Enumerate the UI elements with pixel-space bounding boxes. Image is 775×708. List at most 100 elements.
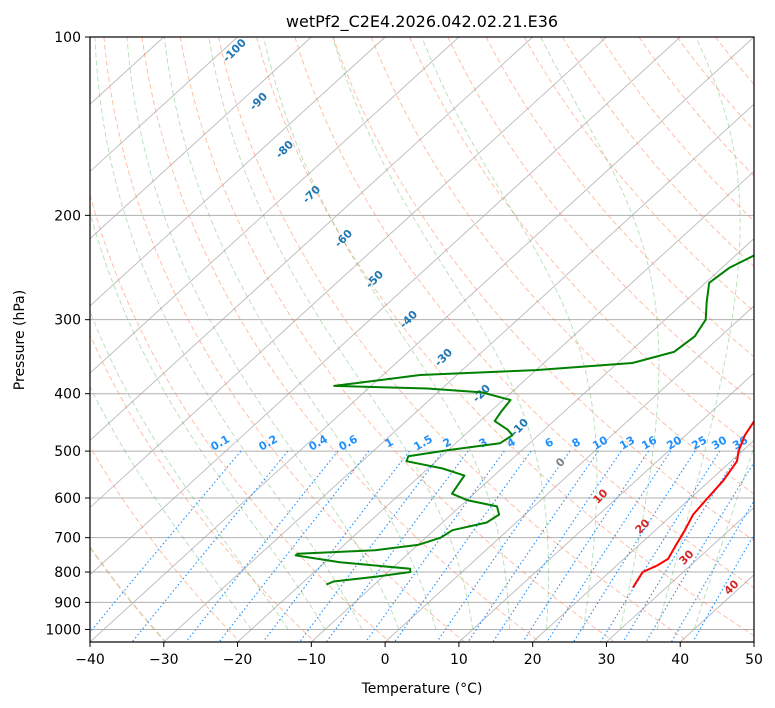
mixing-ratio-line — [131, 450, 289, 642]
mixing-ratio-label: 36 — [730, 433, 750, 452]
dry-adiabat-line — [332, 37, 754, 542]
x-tick-label: −40 — [75, 652, 105, 668]
dry-adiabat-line — [485, 37, 754, 358]
mixing-ratio-line — [645, 461, 754, 642]
isotherm-line — [237, 170, 754, 642]
chart-title: wetPf2_C2E4.2026.042.02.21.E36 — [286, 12, 558, 32]
isotherm-line — [90, 37, 681, 576]
mixing-ratio-line — [436, 450, 571, 642]
dry-adiabat-label: 20 — [633, 516, 653, 536]
mixing-ratio-label: 20 — [664, 433, 684, 452]
y-axis-label: Pressure (hPa) — [12, 290, 28, 390]
dry-adiabat-line — [256, 37, 754, 637]
isotherm-label: -80 — [273, 138, 296, 161]
mixing-ratio-line — [546, 450, 672, 642]
y-tick-label: 700 — [54, 531, 81, 547]
isotherm-label: -100 — [220, 36, 249, 65]
y-tick-label: 400 — [54, 387, 81, 403]
y-tick-label: 200 — [54, 208, 81, 224]
mixing-ratio-line — [365, 450, 505, 642]
dewpoint-line — [294, 254, 754, 586]
isotherm-line — [384, 305, 754, 642]
x-axis-label: Temperature (°C) — [361, 681, 483, 697]
mixing-ratio-label: 0.1 — [209, 432, 232, 453]
mixing-ratio-line — [90, 450, 242, 633]
mixing-ratio-line — [492, 450, 622, 642]
y-tick-label: 600 — [54, 491, 81, 507]
mixing-ratio-label: 0.6 — [337, 432, 361, 453]
moist-adiabat-line — [90, 210, 326, 630]
mixing-ratio-label: 16 — [639, 433, 659, 452]
dry-adiabat-line — [447, 37, 754, 403]
x-tick-label: 20 — [524, 652, 542, 668]
isotherm-line — [90, 37, 607, 509]
x-tick-label: 50 — [745, 652, 763, 668]
moist-adiabat-line — [163, 37, 437, 630]
x-tick-label: 30 — [598, 652, 616, 668]
isotherm-label: 0 — [553, 455, 568, 470]
moist-adiabat-line — [263, 37, 511, 630]
x-tick-label: 40 — [671, 652, 689, 668]
moist-adiabat-line — [693, 445, 754, 630]
mixing-ratio-line — [218, 450, 370, 642]
mixing-ratio-label: 1 — [383, 435, 396, 450]
y-tick-label: 500 — [54, 444, 81, 460]
temperature-line — [632, 419, 754, 589]
x-tick-label: 10 — [450, 652, 468, 668]
mixing-ratio-line — [622, 450, 741, 642]
moist-adiabat-line — [90, 385, 252, 630]
x-tick-label: 0 — [381, 652, 390, 668]
dry-adiabat-line — [179, 37, 615, 642]
isotherm-line — [90, 37, 533, 441]
moist-adiabat-line — [94, 37, 363, 630]
plot-frame — [89, 36, 755, 643]
moist-adiabat-line — [656, 37, 741, 630]
isotherm-label: -60 — [332, 227, 355, 250]
y-tick-label: 800 — [54, 565, 81, 581]
dry-adiabat-line — [523, 37, 754, 312]
dry-adiabat-line — [753, 37, 754, 39]
isotherm-line — [163, 103, 754, 642]
mixing-ratio-label: 1.5 — [412, 432, 435, 453]
dry-adiabat-label: 40 — [722, 577, 742, 597]
dry-adiabat-line — [562, 37, 754, 267]
mixing-ratio-label: 2 — [441, 435, 454, 450]
dry-adiabat-line — [90, 192, 391, 642]
mixing-ratio-label: 0.2 — [257, 432, 280, 453]
y-tick-label: 300 — [54, 313, 81, 329]
isotherm-line — [90, 37, 386, 307]
isotherm-label: -30 — [432, 346, 455, 369]
isotherm-label: -70 — [300, 183, 323, 206]
mixing-ratio-line — [670, 499, 754, 642]
x-tick-label: −10 — [297, 652, 327, 668]
moist-adiabat-line — [540, 37, 660, 630]
isotherm-label: -50 — [363, 268, 386, 291]
mixing-ratio-label: 10 — [590, 433, 610, 452]
moist-adiabat-line — [421, 37, 598, 630]
y-tick-label: 1000 — [45, 622, 81, 638]
moist-adiabat-line — [208, 37, 474, 630]
mixing-ratio-label: 0.4 — [307, 432, 331, 453]
x-tick-label: −20 — [223, 652, 253, 668]
isotherm-line — [753, 641, 754, 642]
isotherm-line — [458, 372, 754, 642]
moist-adiabat-line — [126, 37, 400, 630]
mixing-ratio-label: 3 — [477, 435, 490, 450]
isotherm-line — [90, 37, 754, 642]
moist-adiabat-line — [332, 37, 549, 630]
dry-adiabat-line — [90, 333, 316, 642]
isotherm-label: -40 — [397, 308, 420, 331]
isotherm-line — [606, 506, 754, 642]
x-tick-label: −30 — [149, 652, 179, 668]
mixing-ratio-label: 8 — [570, 435, 583, 450]
isotherm-line — [90, 37, 312, 240]
mixing-ratio-label: 6 — [543, 435, 556, 450]
isotherm-line — [311, 238, 754, 642]
y-tick-label: 100 — [54, 30, 81, 46]
isotherm-line — [90, 37, 238, 173]
mixing-ratio-label: 30 — [709, 433, 729, 452]
isotherm-label: -90 — [247, 90, 270, 113]
dry-adiabat-label: 30 — [677, 547, 697, 567]
mixing-ratio-line — [299, 450, 444, 642]
